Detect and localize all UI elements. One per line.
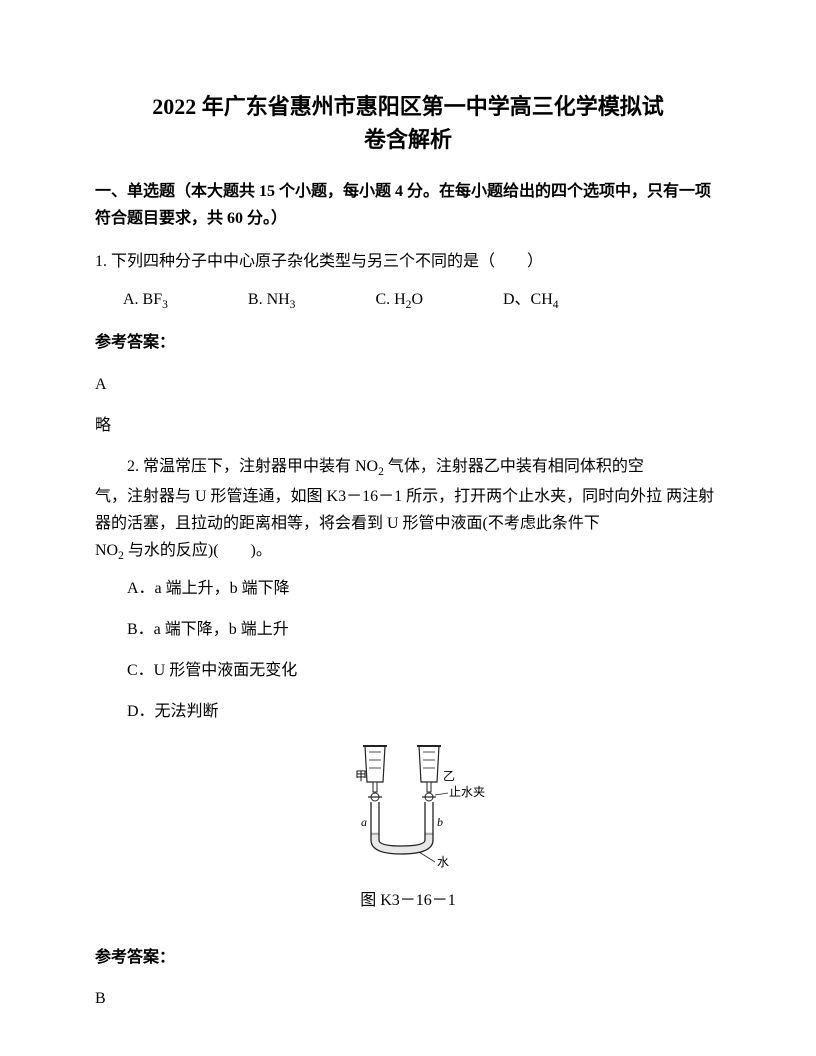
q2-stem-line1: 2. 常温常压下，注射器甲中装有 NO2 气体，注射器乙中装有相同体积的空 — [95, 453, 721, 483]
q2-stem: 2. 常温常压下，注射器甲中装有 NO2 气体，注射器乙中装有相同体积的空 气，… — [95, 453, 721, 567]
q1-option-C: C. H2O — [375, 286, 423, 316]
label-jia: 甲 — [355, 769, 367, 783]
section-header: 一、单选题（本大题共 15 个小题，每小题 4 分。在每小题给出的四个选项中，只… — [95, 178, 721, 232]
q2-answer-label: 参考答案： — [95, 944, 721, 971]
q2-figure: 甲 乙 止水夹 a b 水 — [95, 740, 721, 879]
q1-explain: 略 — [95, 412, 721, 439]
label-a: a — [361, 815, 367, 829]
q1-option-D: D、CH4 — [503, 286, 559, 316]
u-tube-icon — [371, 802, 433, 854]
q1-stem: 1. 下列四种分子中中心原子杂化类型与另三个不同的是（ ） — [95, 248, 721, 275]
q1-answer-letter: A — [95, 371, 721, 398]
q2-option-D: D．无法判断 — [127, 698, 721, 725]
q2-option-B: B．a 端下降，b 端上升 — [127, 616, 721, 643]
q2-option-A: A．a 端上升，b 端下降 — [127, 575, 721, 602]
q1-option-B: B. NH3 — [248, 286, 296, 316]
label-yi: 乙 — [443, 769, 455, 783]
q1-options: A. BF3 B. NH3 C. H2O D、CH4 — [95, 286, 721, 316]
q2-answer-letter: B — [95, 985, 721, 1012]
q1-option-A: A. BF3 — [123, 286, 168, 316]
title-line-2: 卷含解析 — [364, 127, 452, 152]
page-title: 2022 年广东省惠州市惠阳区第一中学高三化学模拟试 卷含解析 — [95, 90, 721, 156]
q2-stem-line2: 气，注射器与 U 形管连通，如图 K3－16－1 所示，打开两个止水夹，同时向外… — [95, 488, 662, 505]
q2-figure-caption: 图 K3－16－1 — [95, 887, 721, 914]
label-water: 水 — [437, 855, 449, 869]
title-line-1: 2022 年广东省惠州市惠阳区第一中学高三化学模拟试 — [152, 94, 664, 119]
label-clamp: 止水夹 — [449, 785, 485, 799]
syringe-right-icon — [417, 746, 441, 801]
u-tube-diagram-svg: 甲 乙 止水夹 a b 水 — [323, 740, 493, 870]
label-b: b — [437, 815, 443, 829]
q1-answer-label: 参考答案： — [95, 329, 721, 356]
q2-options: A．a 端上升，b 端下降 B．a 端下降，b 端上升 C．U 形管中液面无变化… — [95, 575, 721, 726]
q2-option-C: C．U 形管中液面无变化 — [127, 657, 721, 684]
q2-stem-line4: NO2 与水的反应)( )。 — [95, 542, 272, 559]
